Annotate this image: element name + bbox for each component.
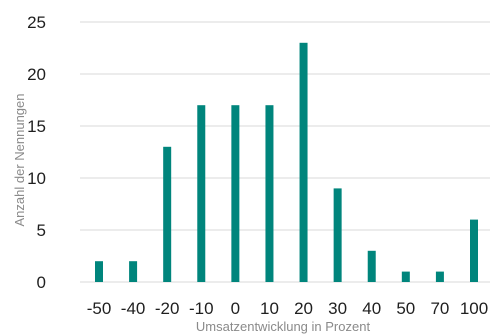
bar--20 [163, 146, 172, 282]
x-tick-label: 40 [362, 299, 381, 318]
bar-40 [367, 250, 376, 282]
y-tick-label: 10 [27, 169, 46, 188]
x-axis-title: Umsatzentwicklung in Prozent [196, 319, 371, 334]
x-tick-label: -40 [121, 299, 146, 318]
y-tick-label: 5 [37, 221, 46, 240]
y-tick-label: 25 [27, 13, 46, 32]
bar-10 [265, 105, 274, 282]
gridlines [80, 21, 490, 283]
x-tick-label: 70 [430, 299, 449, 318]
y-tick-label: 15 [27, 117, 46, 136]
bar-30 [333, 188, 342, 282]
y-tick-label: 20 [27, 65, 46, 84]
bars [95, 42, 478, 282]
x-tick-label: 0 [231, 299, 240, 318]
bar-0 [231, 105, 240, 282]
y-axis-tick-labels: 0 5 10 15 20 25 [27, 13, 46, 292]
bar-100 [470, 219, 478, 282]
bar--50 [95, 261, 103, 282]
x-tick-label: -20 [155, 299, 180, 318]
x-tick-label: 30 [328, 299, 347, 318]
bar-70 [435, 271, 444, 282]
y-tick-label: 0 [37, 273, 46, 292]
y-axis-title: Anzahl der Nennungen [12, 94, 27, 227]
x-axis-tick-labels: -50 -40 -20 -10 0 10 20 30 40 50 70 100 [87, 299, 488, 318]
x-tick-label: 50 [396, 299, 415, 318]
bar-20 [299, 42, 308, 282]
x-tick-label: -10 [189, 299, 214, 318]
x-tick-label: 100 [460, 299, 488, 318]
bar--10 [197, 105, 206, 282]
bar--40 [129, 261, 138, 282]
x-tick-label: -50 [87, 299, 112, 318]
x-tick-label: 20 [294, 299, 313, 318]
x-tick-label: 10 [260, 299, 279, 318]
bar-50 [401, 271, 410, 282]
